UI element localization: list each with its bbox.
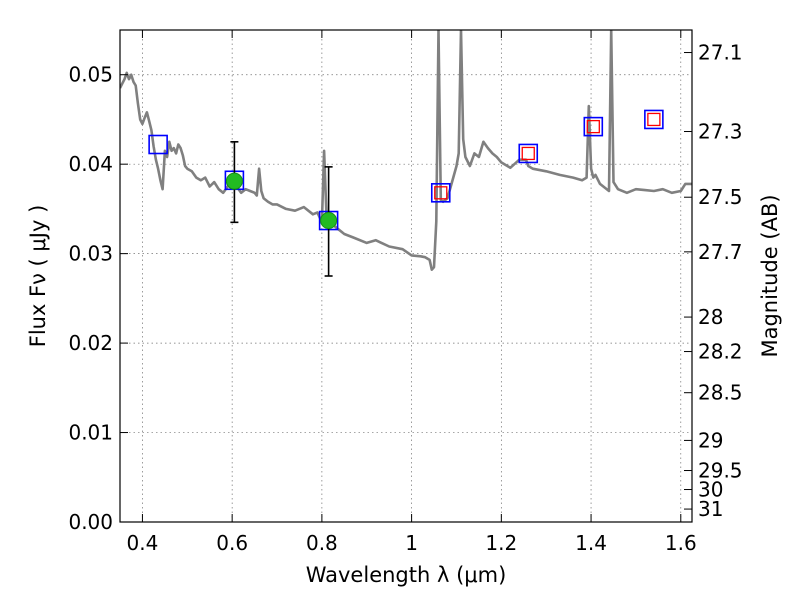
right-tick-label: 27.5 bbox=[698, 185, 743, 209]
y-tick-label: 0.03 bbox=[68, 242, 113, 266]
right-tick-label: 29 bbox=[698, 428, 723, 452]
model-sed-line bbox=[120, 30, 692, 271]
x-tick-label: 1.6 bbox=[665, 531, 697, 555]
x-axis-label: Wavelength λ (μm) bbox=[306, 563, 507, 587]
right-tick-label: 27.3 bbox=[698, 120, 743, 144]
right-tick-label: 28.5 bbox=[698, 381, 743, 405]
plot-frame bbox=[119, 29, 693, 523]
y-tick-label: 0.02 bbox=[68, 331, 113, 355]
model-photometry-square bbox=[583, 116, 604, 137]
observed-point bbox=[320, 212, 338, 230]
right-tick-label: 28 bbox=[698, 305, 723, 329]
sed-line bbox=[120, 30, 692, 271]
right-tick-label: 27.7 bbox=[698, 240, 743, 264]
predicted-photometry-square bbox=[434, 186, 448, 200]
predicted-photometry-square bbox=[647, 112, 661, 127]
x-tick-label: 1 bbox=[405, 531, 418, 555]
right-tick-label: 30 bbox=[698, 478, 723, 502]
observed-point bbox=[225, 172, 243, 190]
model-photometry-square bbox=[518, 143, 539, 164]
y-tick-label: 0.05 bbox=[68, 63, 113, 87]
y-tick-label: 0.01 bbox=[68, 421, 113, 445]
right-tick-label: 28.2 bbox=[698, 340, 743, 364]
photometry-markers bbox=[148, 109, 664, 277]
x-tick-label: 0.8 bbox=[306, 531, 338, 555]
right-tick-label: 29.5 bbox=[698, 459, 743, 483]
predicted-photometry-square bbox=[521, 146, 535, 161]
model-photometry-square bbox=[430, 183, 451, 203]
model-photometry-square bbox=[148, 134, 168, 155]
right-tick-label: 31 bbox=[698, 497, 723, 521]
y-tick-label: 0.00 bbox=[68, 510, 113, 534]
x-tick-label: 1.4 bbox=[575, 531, 607, 555]
axis-ticks: 0.4 0.6 0.8 1 1.2 1.4 1.6 0.00 0.01 0.02 0.03 0.04 0… bbox=[68, 30, 743, 555]
y-axis-label-right: Magnitude (AB) bbox=[758, 194, 782, 357]
predicted-photometry-square bbox=[586, 119, 600, 134]
x-tick-label: 0.6 bbox=[216, 531, 248, 555]
x-tick-label: 1.2 bbox=[485, 531, 517, 555]
model-photometry-square bbox=[644, 109, 664, 130]
y-axis-label-left: Flux Fν ( μJy ) bbox=[26, 205, 50, 348]
x-tick-label: 0.4 bbox=[127, 531, 159, 555]
right-tick-label: 27.1 bbox=[698, 41, 743, 65]
y-tick-label: 0.04 bbox=[68, 152, 113, 176]
grid-lines bbox=[120, 30, 692, 523]
